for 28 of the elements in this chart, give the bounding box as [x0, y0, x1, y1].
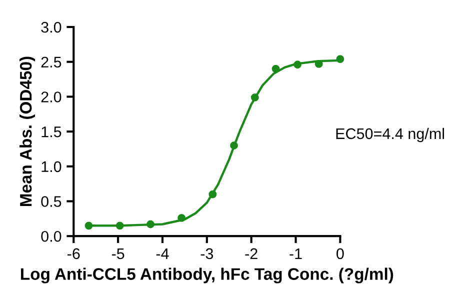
point [84, 222, 93, 230]
annotation: EC50=4.4 ng/ml [336, 128, 444, 142]
point [294, 60, 302, 69]
point [250, 93, 259, 102]
y-axis-title: Mean Abs. (OD450) [19, 56, 36, 206]
x-tick-label: -4 [156, 248, 169, 259]
y-tick-label: 2.0 [41, 92, 62, 102]
y-tick-label: 1.0 [42, 161, 62, 172]
x-tick-label: -1 [290, 248, 302, 259]
point [178, 214, 186, 222]
y-tick-label: 2.5 [41, 56, 62, 68]
y-tick-label: 1.5 [42, 126, 62, 138]
point [116, 222, 124, 230]
y-tick-label: 3.0 [41, 22, 62, 33]
x-tick-label: -2 [245, 248, 258, 259]
point [208, 190, 217, 198]
x-axis-title: Log Anti-CCL5 Antibody, hFc Tag Conc. (?g/ml) [21, 268, 394, 284]
x-tick-label: 0 [336, 248, 344, 260]
y-tick-label: 0.0 [41, 230, 62, 242]
x-tick-label: -6 [68, 248, 80, 260]
point [230, 142, 238, 150]
point [336, 55, 344, 64]
x-tick-label: -3 [200, 248, 214, 260]
x-tick-label: -5 [112, 248, 124, 260]
point [314, 60, 323, 68]
y-tick-label: 0.5 [41, 196, 62, 207]
point [272, 64, 280, 73]
point [146, 220, 154, 228]
